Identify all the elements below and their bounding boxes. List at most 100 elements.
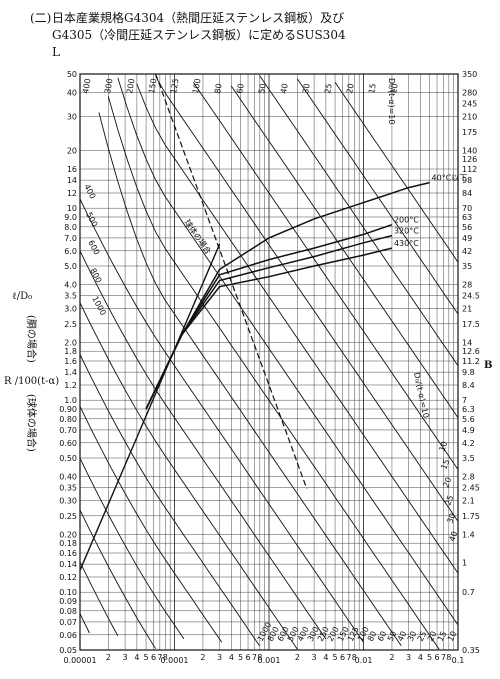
left-tick-label: 20 <box>67 146 77 155</box>
mid-curve-label: D₀/(t-α)=10 <box>412 372 430 419</box>
right-tick-label: 4.9 <box>462 426 475 435</box>
right-tick-label: 42 <box>462 247 472 256</box>
right-tick-label: 56 <box>462 223 472 232</box>
family-curve <box>79 613 90 634</box>
left-tick-label: 0.12 <box>59 573 77 582</box>
right-tick-label: 7 <box>462 396 467 405</box>
family-top-label: 15 <box>367 83 378 95</box>
right-tick-label: 9.8 <box>462 368 475 377</box>
x-minor-tick-label: 8 <box>446 653 451 662</box>
right-tick-label: 21 <box>462 305 472 314</box>
left-tick-label: 0.50 <box>59 454 77 463</box>
x-major-tick-label: 0.001 <box>258 656 281 665</box>
right-tick-label: 350 <box>462 70 477 79</box>
curve-family <box>79 73 459 650</box>
family-curve <box>79 509 156 649</box>
family-bottom-label: 30 <box>406 630 419 643</box>
left-tick-label: 0.08 <box>59 607 77 616</box>
left-tick-label: 1.8 <box>64 347 77 356</box>
left-tick-label: 9.0 <box>64 213 77 222</box>
right-tick-label: 6.3 <box>462 405 475 414</box>
right-tick-label: 112 <box>462 165 477 174</box>
temperature-curve <box>145 247 393 410</box>
left-axis-label-3: R /100(t-α) <box>4 376 59 387</box>
right-tick-label: 1.4 <box>462 530 475 539</box>
right-tick-label: 2.1 <box>462 497 475 506</box>
right-tick-label: 24.5 <box>462 292 480 301</box>
family-top-label: 10 <box>389 83 400 95</box>
family-top-label: 400 <box>81 78 93 95</box>
caption-number: (二) <box>30 11 52 25</box>
x-minor-tick-label: 6 <box>434 653 439 662</box>
left-tick-label: 1.0 <box>64 396 77 405</box>
left-tick-label: 10 <box>67 204 77 213</box>
right-tick-label: 1 <box>462 558 467 567</box>
diagonal-line <box>79 243 221 571</box>
right-tick-label: 1.75 <box>462 512 480 521</box>
family-top-label: 125 <box>169 78 181 95</box>
x-minor-tick-label: 3 <box>312 653 317 662</box>
left-tick-label: 1.2 <box>64 381 77 390</box>
left-tick-label: 0.90 <box>59 405 77 414</box>
right-tick-label: 11.2 <box>462 357 480 366</box>
left-tick-label: 40 <box>67 89 77 98</box>
family-right-label: 30 <box>445 512 457 525</box>
family-top-label: 50 <box>257 83 268 95</box>
family-right-label: 15 <box>439 458 451 471</box>
left-tick-label: 0.14 <box>59 560 77 569</box>
left-tick-label: 8.0 <box>64 223 77 232</box>
left-tick-label: 0.25 <box>59 512 77 521</box>
right-tick-label: 175 <box>462 128 477 137</box>
plot-frame <box>79 73 459 651</box>
right-tick-label: 280 <box>462 89 477 98</box>
family-curve <box>193 82 459 470</box>
temperature-curve-label: 320°C <box>394 227 419 236</box>
family-top-label: 40 <box>279 83 290 95</box>
left-axis-label-2: (胴の場合) <box>25 315 38 363</box>
x-minor-tick-label: 7 <box>252 653 257 662</box>
left-tick-label: 0.60 <box>59 439 77 448</box>
right-tick-label: 70 <box>462 204 472 213</box>
x-minor-tick-label: 6 <box>151 653 156 662</box>
x-minor-tick-label: 5 <box>238 653 243 662</box>
left-tick-label: 2.5 <box>64 320 77 329</box>
x-major-tick-label: 0.0001 <box>161 656 189 665</box>
family-curve <box>79 250 327 640</box>
figure-caption: (二)日本産業規格G4304（熱間圧延ステンレス鋼板）及び G4305（冷間圧延… <box>30 10 470 61</box>
right-tick-label: 28 <box>462 281 472 290</box>
right-tick-label: 210 <box>462 113 477 122</box>
family-bottom-label: 15 <box>436 630 449 643</box>
x-minor-tick-label: 3 <box>123 653 128 662</box>
family-right-label: 10 <box>437 440 449 453</box>
family-right-label: 20 <box>441 476 453 489</box>
x-minor-tick-label: 2 <box>389 653 394 662</box>
family-right-label: 40 <box>447 530 459 543</box>
right-tick-label: 98 <box>462 176 472 185</box>
family-curve <box>230 85 459 418</box>
x-major-tick-label: 0.1 <box>452 656 465 665</box>
family-bottom-label: 80 <box>366 630 379 643</box>
family-top-label: 150 <box>147 78 159 95</box>
family-left-label: 800 <box>88 267 103 285</box>
left-tick-label: 3.5 <box>64 292 77 301</box>
left-tick-label: 5.0 <box>64 262 77 271</box>
family-curve <box>107 96 440 650</box>
family-curve <box>79 561 119 637</box>
left-tick-label: 6.0 <box>64 247 77 256</box>
x-minor-tick-label: 2 <box>106 653 111 662</box>
right-tick-label: 12.6 <box>462 347 480 356</box>
family-curve <box>79 406 223 643</box>
right-tick-label: 5.6 <box>462 415 475 424</box>
left-tick-label: 16 <box>67 165 77 174</box>
family-bottom-label: 40 <box>396 630 409 643</box>
left-tick-label: 1.4 <box>64 368 77 377</box>
x-minor-tick-label: 7 <box>441 653 446 662</box>
family-curve <box>155 76 459 522</box>
right-tick-label: 0.35 <box>462 646 480 655</box>
x-minor-tick-label: 2 <box>200 653 205 662</box>
right-tick-label: 14 <box>462 338 472 347</box>
family-curve <box>259 75 459 367</box>
left-axis-label-4: (球体の場合) <box>25 394 38 452</box>
right-axis-label: B <box>484 360 492 371</box>
family-bottom-label: 50 <box>386 630 399 643</box>
